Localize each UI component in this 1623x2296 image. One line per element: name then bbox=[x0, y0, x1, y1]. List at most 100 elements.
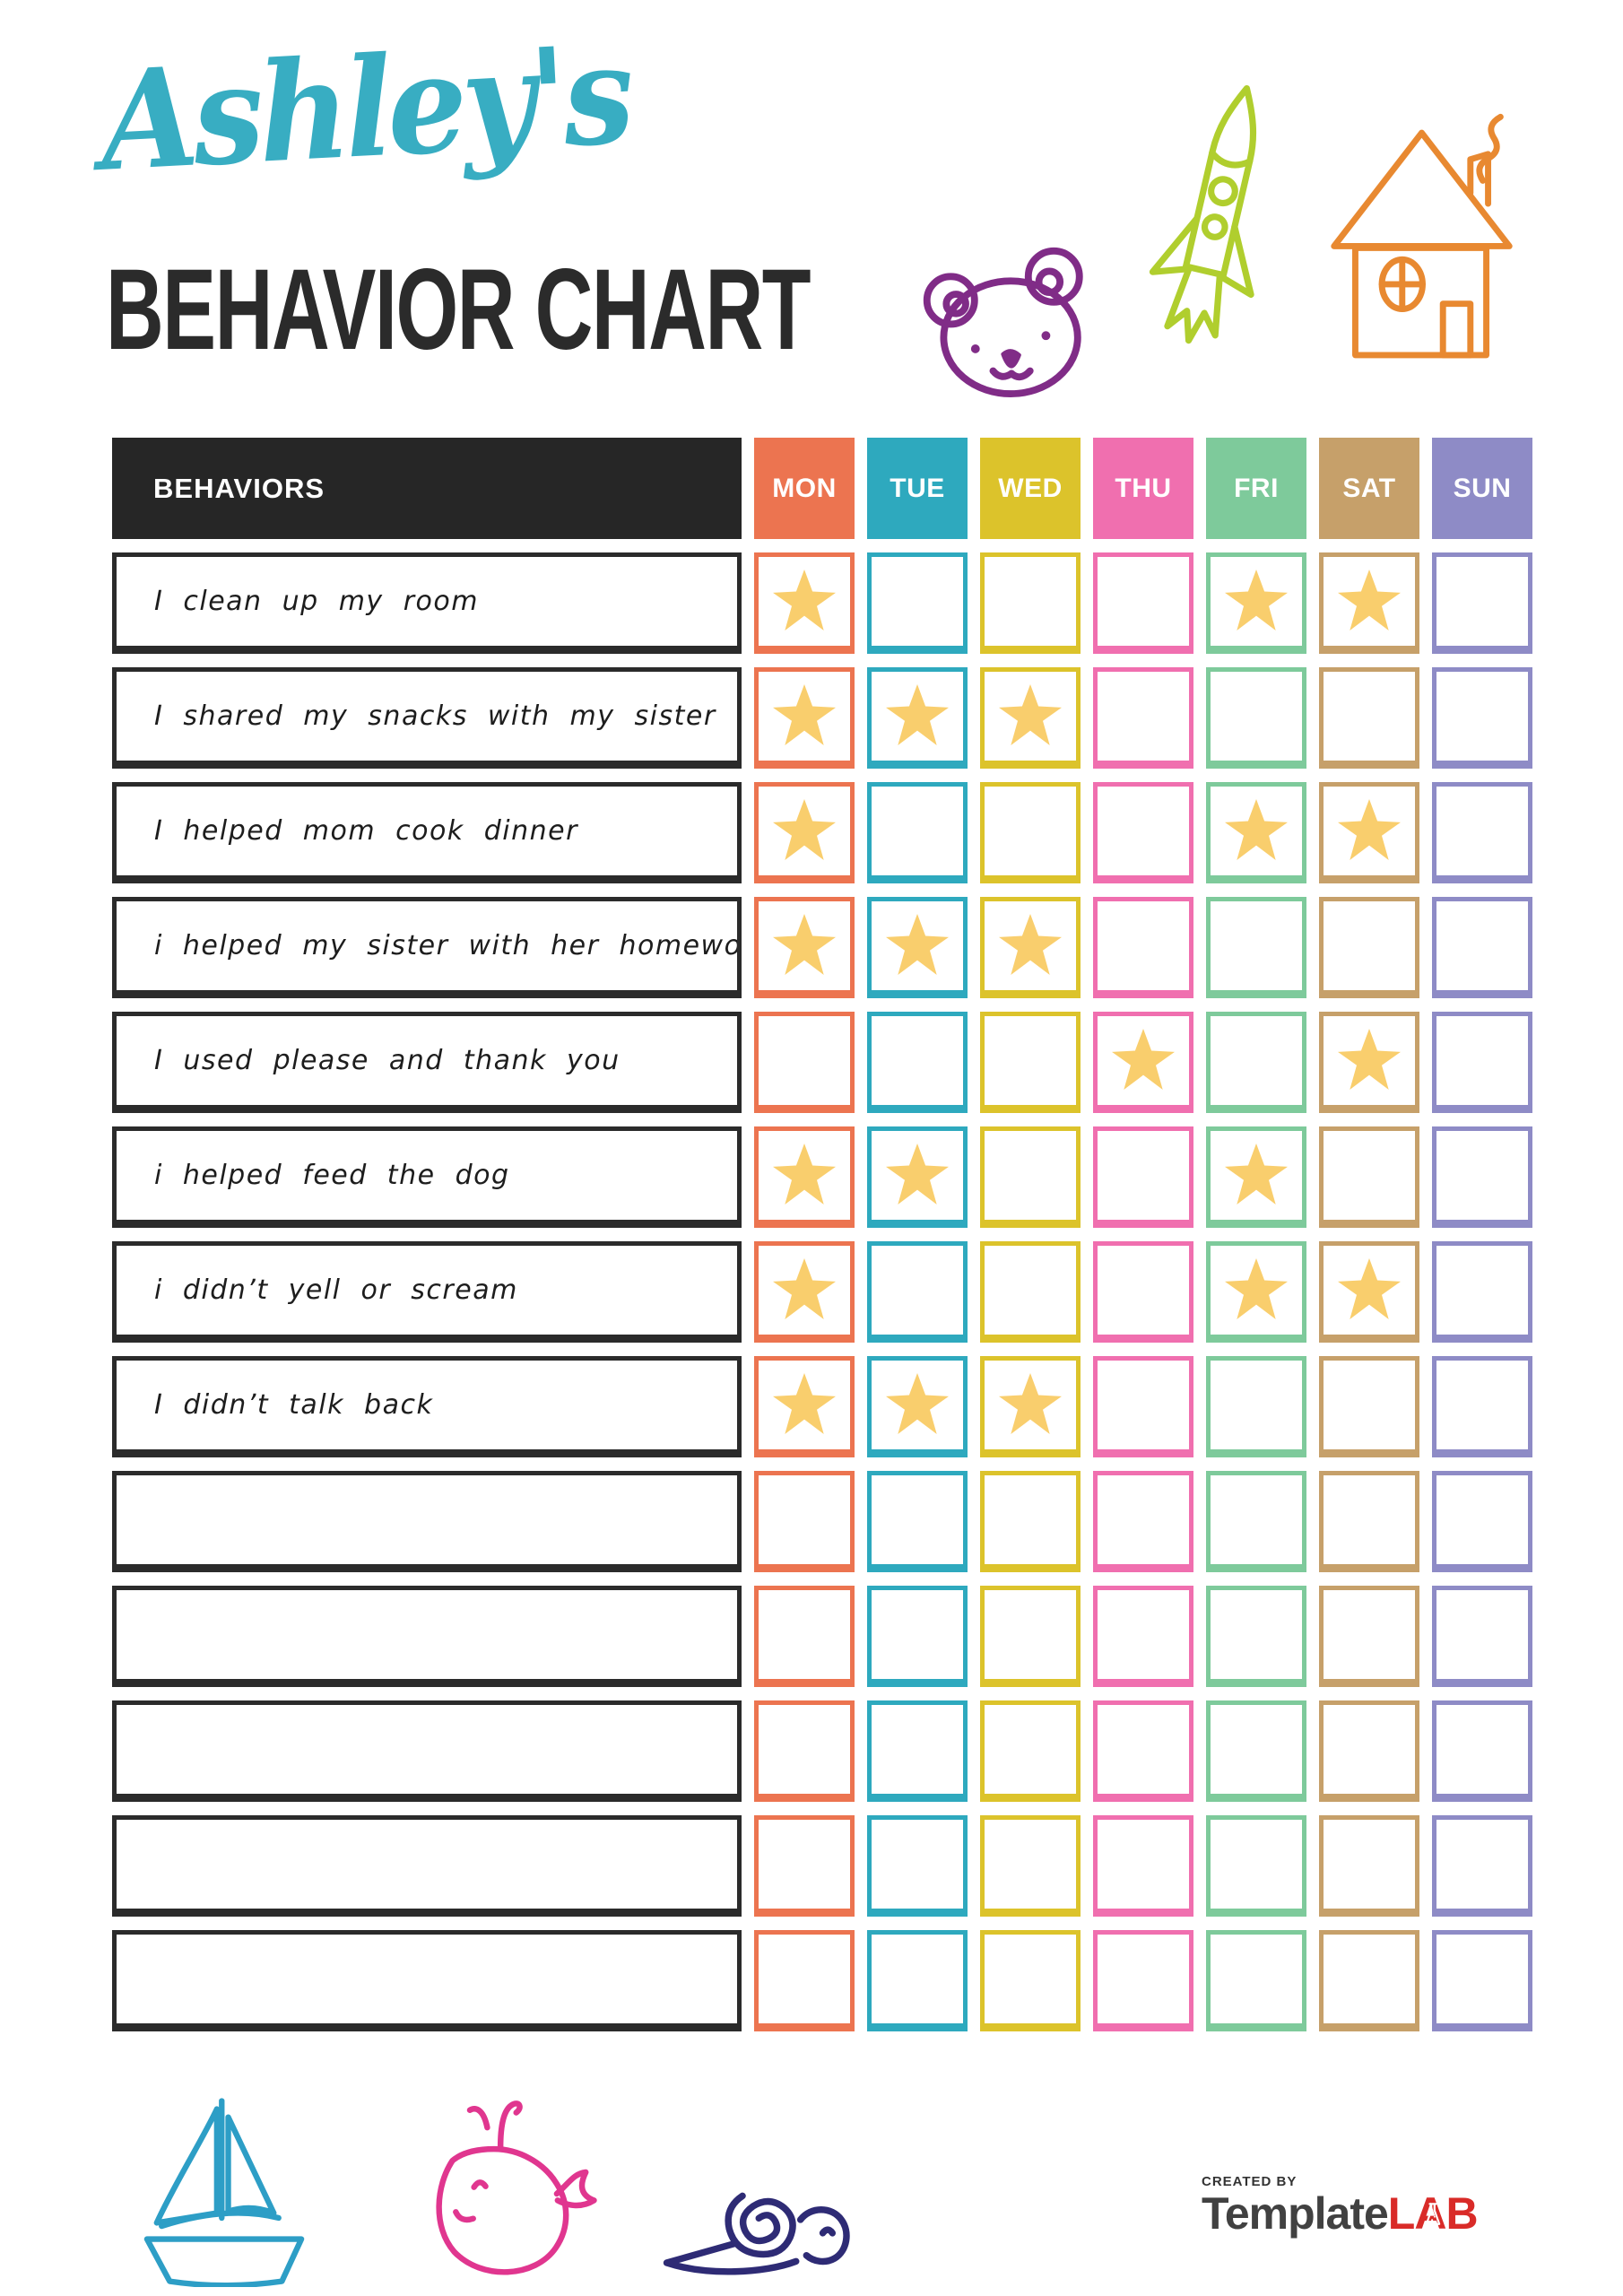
sailboat-doodle-icon bbox=[117, 2088, 332, 2287]
behavior-label-empty-row10[interactable] bbox=[112, 1586, 742, 1687]
star-cell-wed-row5[interactable] bbox=[980, 1012, 1081, 1113]
star-cell-sun-row8[interactable] bbox=[1432, 1356, 1532, 1457]
star-cell-fri-row12[interactable] bbox=[1206, 1815, 1306, 1917]
star-cell-fri-row9[interactable] bbox=[1206, 1471, 1306, 1572]
star-cell-mon-row13[interactable] bbox=[754, 1930, 855, 2031]
star-cell-wed-row12[interactable] bbox=[980, 1815, 1081, 1917]
star-cell-tue-row10[interactable] bbox=[867, 1586, 968, 1687]
behavior-label-empty-row9[interactable] bbox=[112, 1471, 742, 1572]
star-cell-wed-row1[interactable] bbox=[980, 552, 1081, 654]
star-cell-fri-row10[interactable] bbox=[1206, 1586, 1306, 1687]
star-cell-sat-row11[interactable] bbox=[1319, 1700, 1419, 1802]
star-cell-thu-row7[interactable] bbox=[1093, 1241, 1193, 1343]
star-cell-thu-row11[interactable] bbox=[1093, 1700, 1193, 1802]
star-cell-fri-row6[interactable] bbox=[1206, 1126, 1306, 1228]
star-cell-mon-row2[interactable] bbox=[754, 667, 855, 769]
star-cell-mon-row9[interactable] bbox=[754, 1471, 855, 1572]
star-cell-thu-row8[interactable] bbox=[1093, 1356, 1193, 1457]
star-cell-wed-row2[interactable] bbox=[980, 667, 1081, 769]
star-cell-mon-row5[interactable] bbox=[754, 1012, 855, 1113]
star-cell-thu-row4[interactable] bbox=[1093, 897, 1193, 998]
star-cell-mon-row3[interactable] bbox=[754, 782, 855, 883]
star-cell-fri-row5[interactable] bbox=[1206, 1012, 1306, 1113]
star-cell-fri-row4[interactable] bbox=[1206, 897, 1306, 998]
star-cell-thu-row3[interactable] bbox=[1093, 782, 1193, 883]
star-cell-wed-row13[interactable] bbox=[980, 1930, 1081, 2031]
star-cell-sun-row4[interactable] bbox=[1432, 897, 1532, 998]
star-cell-tue-row12[interactable] bbox=[867, 1815, 968, 1917]
star-cell-wed-row4[interactable] bbox=[980, 897, 1081, 998]
star-cell-thu-row12[interactable] bbox=[1093, 1815, 1193, 1917]
star-cell-sat-row2[interactable] bbox=[1319, 667, 1419, 769]
star-cell-wed-row9[interactable] bbox=[980, 1471, 1081, 1572]
star-cell-fri-row7[interactable] bbox=[1206, 1241, 1306, 1343]
star-cell-thu-row2[interactable] bbox=[1093, 667, 1193, 769]
star-cell-sun-row1[interactable] bbox=[1432, 552, 1532, 654]
star-cell-sat-row10[interactable] bbox=[1319, 1586, 1419, 1687]
star-cell-thu-row9[interactable] bbox=[1093, 1471, 1193, 1572]
star-cell-tue-row9[interactable] bbox=[867, 1471, 968, 1572]
star-cell-tue-row6[interactable] bbox=[867, 1126, 968, 1228]
star-cell-sat-row1[interactable] bbox=[1319, 552, 1419, 654]
star-cell-wed-row7[interactable] bbox=[980, 1241, 1081, 1343]
star-cell-sat-row4[interactable] bbox=[1319, 897, 1419, 998]
star-cell-mon-row7[interactable] bbox=[754, 1241, 855, 1343]
star-cell-mon-row1[interactable] bbox=[754, 552, 855, 654]
star-cell-fri-row11[interactable] bbox=[1206, 1700, 1306, 1802]
star-cell-tue-row3[interactable] bbox=[867, 782, 968, 883]
star-cell-tue-row1[interactable] bbox=[867, 552, 968, 654]
star-cell-sat-row8[interactable] bbox=[1319, 1356, 1419, 1457]
star-cell-sat-row9[interactable] bbox=[1319, 1471, 1419, 1572]
star-cell-fri-row13[interactable] bbox=[1206, 1930, 1306, 2031]
star-cell-sun-row12[interactable] bbox=[1432, 1815, 1532, 1917]
star-cell-fri-row1[interactable] bbox=[1206, 552, 1306, 654]
star-cell-sun-row6[interactable] bbox=[1432, 1126, 1532, 1228]
star-cell-sun-row2[interactable] bbox=[1432, 667, 1532, 769]
star-cell-fri-row8[interactable] bbox=[1206, 1356, 1306, 1457]
star-cell-tue-row8[interactable] bbox=[867, 1356, 968, 1457]
star-cell-tue-row11[interactable] bbox=[867, 1700, 968, 1802]
star-icon bbox=[773, 1144, 836, 1205]
behavior-label-empty-row11[interactable] bbox=[112, 1700, 742, 1802]
star-cell-mon-row10[interactable] bbox=[754, 1586, 855, 1687]
star-cell-sun-row9[interactable] bbox=[1432, 1471, 1532, 1572]
star-cell-sun-row5[interactable] bbox=[1432, 1012, 1532, 1113]
star-cell-sat-row5[interactable] bbox=[1319, 1012, 1419, 1113]
behavior-label-empty-row13[interactable] bbox=[112, 1930, 742, 2031]
star-cell-sun-row13[interactable] bbox=[1432, 1930, 1532, 2031]
star-cell-thu-row1[interactable] bbox=[1093, 552, 1193, 654]
star-cell-wed-row8[interactable] bbox=[980, 1356, 1081, 1457]
star-cell-mon-row6[interactable] bbox=[754, 1126, 855, 1228]
star-cell-tue-row13[interactable] bbox=[867, 1930, 968, 2031]
star-cell-tue-row7[interactable] bbox=[867, 1241, 968, 1343]
star-cell-sat-row12[interactable] bbox=[1319, 1815, 1419, 1917]
star-cell-wed-row11[interactable] bbox=[980, 1700, 1081, 1802]
star-cell-tue-row2[interactable] bbox=[867, 667, 968, 769]
star-cell-sat-row13[interactable] bbox=[1319, 1930, 1419, 2031]
star-cell-sun-row3[interactable] bbox=[1432, 782, 1532, 883]
star-cell-mon-row11[interactable] bbox=[754, 1700, 855, 1802]
star-cell-wed-row3[interactable] bbox=[980, 782, 1081, 883]
star-cell-wed-row6[interactable] bbox=[980, 1126, 1081, 1228]
star-cell-tue-row4[interactable] bbox=[867, 897, 968, 998]
star-cell-tue-row5[interactable] bbox=[867, 1012, 968, 1113]
star-cell-sun-row10[interactable] bbox=[1432, 1586, 1532, 1687]
star-cell-sun-row7[interactable] bbox=[1432, 1241, 1532, 1343]
star-icon bbox=[886, 1373, 949, 1434]
star-cell-thu-row5[interactable] bbox=[1093, 1012, 1193, 1113]
star-cell-thu-row13[interactable] bbox=[1093, 1930, 1193, 2031]
star-cell-sat-row7[interactable] bbox=[1319, 1241, 1419, 1343]
star-cell-mon-row8[interactable] bbox=[754, 1356, 855, 1457]
behavior-label-empty-row12[interactable] bbox=[112, 1815, 742, 1917]
star-cell-mon-row4[interactable] bbox=[754, 897, 855, 998]
star-cell-sun-row11[interactable] bbox=[1432, 1700, 1532, 1802]
star-cell-fri-row2[interactable] bbox=[1206, 667, 1306, 769]
star-cell-thu-row10[interactable] bbox=[1093, 1586, 1193, 1687]
star-cell-thu-row6[interactable] bbox=[1093, 1126, 1193, 1228]
star-cell-fri-row3[interactable] bbox=[1206, 782, 1306, 883]
behavior-label-row4: i helped my sister with her homework bbox=[112, 897, 742, 998]
star-cell-wed-row10[interactable] bbox=[980, 1586, 1081, 1687]
star-cell-sat-row3[interactable] bbox=[1319, 782, 1419, 883]
star-cell-sat-row6[interactable] bbox=[1319, 1126, 1419, 1228]
star-cell-mon-row12[interactable] bbox=[754, 1815, 855, 1917]
